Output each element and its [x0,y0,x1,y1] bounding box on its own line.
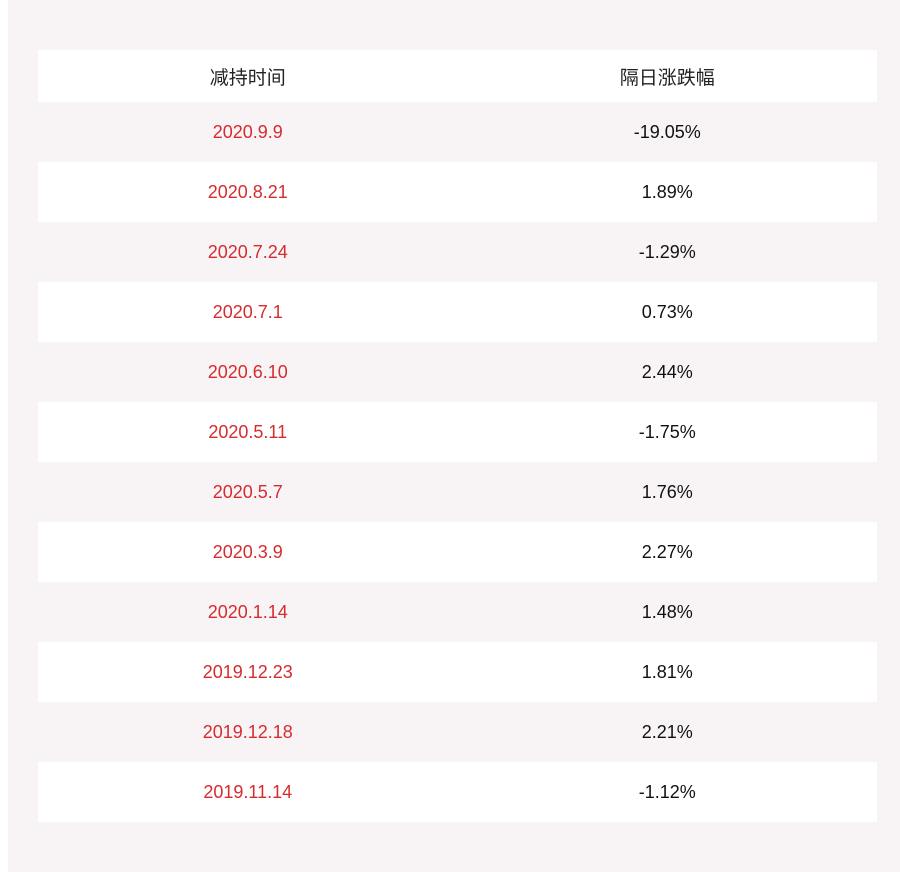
change-cell: -1.75% [638,421,696,442]
sell-date-cell: 2020.5.11 [208,421,288,442]
change-cell: -19.05% [633,121,701,142]
sell-date-cell: 2020.7.24 [207,241,288,262]
table-row: 2020.7.24 -1.29% [38,222,877,282]
table-row: 2020.8.21 1.89% [38,162,877,222]
table-row: 2019.12.23 1.81% [38,642,877,702]
sell-date-cell: 2020.7.1 [212,301,283,322]
sell-date-cell: 2020.8.21 [207,181,288,202]
change-cell: 1.89% [641,181,693,202]
table-row: 2020.7.1 0.73% [38,282,877,342]
change-cell: 2.44% [641,361,693,382]
table-row: 2020.5.11 -1.75% [38,402,877,462]
sell-date-cell: 2020.9.9 [212,121,283,142]
change-cell: 1.81% [641,661,693,682]
sell-date-cell: 2020.5.7 [212,481,283,502]
change-cell: 2.27% [641,541,693,562]
table-row: 2020.5.7 1.76% [38,462,877,522]
sell-down-table: 减持时间 隔日涨跌幅 2020.9.9 -19.05% 2020.8.21 1.… [38,50,877,822]
sell-date-cell: 2020.6.10 [207,361,288,382]
table-row: 2020.3.9 2.27% [38,522,877,582]
change-cell: 2.21% [641,721,693,742]
table-row: 2020.9.9 -19.05% [38,102,877,162]
change-cell: 1.76% [641,481,693,502]
table-row: 2020.6.10 2.44% [38,342,877,402]
table-row: 2019.12.18 2.21% [38,702,877,762]
change-cell: -1.29% [638,241,696,262]
sell-date-cell: 2020.1.14 [207,601,288,622]
change-cell: -1.12% [638,781,696,802]
content-panel: 减持时间 隔日涨跌幅 2020.9.9 -19.05% 2020.8.21 1.… [8,0,900,872]
table-row: 2020.1.14 1.48% [38,582,877,642]
table-header-row: 减持时间 隔日涨跌幅 [38,50,877,102]
table-row: 2019.11.14 -1.12% [38,762,877,822]
sell-date-cell: 2019.11.14 [203,781,293,802]
header-next-day-change: 隔日涨跌幅 [619,66,715,89]
header-sell-date: 减持时间 [209,66,286,89]
change-cell: 1.48% [641,601,693,622]
change-cell: 0.73% [641,301,693,322]
sell-date-cell: 2019.12.18 [202,721,293,742]
sell-date-cell: 2020.3.9 [212,541,283,562]
sell-date-cell: 2019.12.23 [202,661,293,682]
